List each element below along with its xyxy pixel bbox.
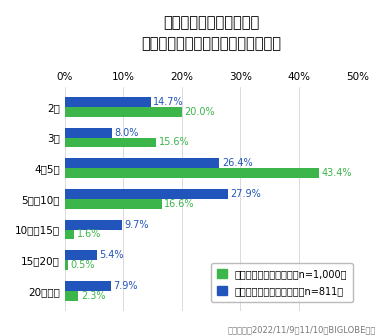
Bar [65,250,97,260]
Text: 26.4%: 26.4% [222,158,252,168]
Bar [65,260,68,270]
Text: 43.4%: 43.4% [321,168,352,178]
Text: 20.0%: 20.0% [184,107,215,117]
Bar [65,220,122,229]
Bar [65,107,182,117]
Bar [65,128,112,137]
Text: 1.6%: 1.6% [77,229,101,240]
Bar [65,229,74,239]
Bar [65,97,151,107]
Title: 忘年会に参加する場合、
どの程度の参加人数が良いと思うか: 忘年会に参加する場合、 どの程度の参加人数が良いと思うか [141,15,281,51]
Text: 8.0%: 8.0% [114,128,139,138]
Text: 7.9%: 7.9% [114,281,138,291]
Legend: プライベートの忘年会（n=1,000）, 職場・仕事関係の忘年会（n=811）: プライベートの忘年会（n=1,000）, 職場・仕事関係の忘年会（n=811） [211,263,353,302]
Text: 2.3%: 2.3% [81,291,105,301]
Bar [65,168,319,178]
Text: 27.9%: 27.9% [230,189,261,199]
Bar [65,158,219,168]
Bar [65,291,78,301]
Text: 調査期間：2022/11/9〜11/10　BIGLOBE調べ: 調査期間：2022/11/9〜11/10 BIGLOBE調べ [228,325,376,334]
Text: 14.7%: 14.7% [153,97,184,107]
Bar [65,137,156,148]
Text: 15.6%: 15.6% [159,137,189,148]
Text: 5.4%: 5.4% [99,250,123,260]
Bar [65,199,162,209]
Text: 9.7%: 9.7% [124,220,149,230]
Bar [65,189,228,199]
Text: 0.5%: 0.5% [70,260,95,270]
Text: 16.6%: 16.6% [164,199,195,209]
Bar [65,281,111,291]
